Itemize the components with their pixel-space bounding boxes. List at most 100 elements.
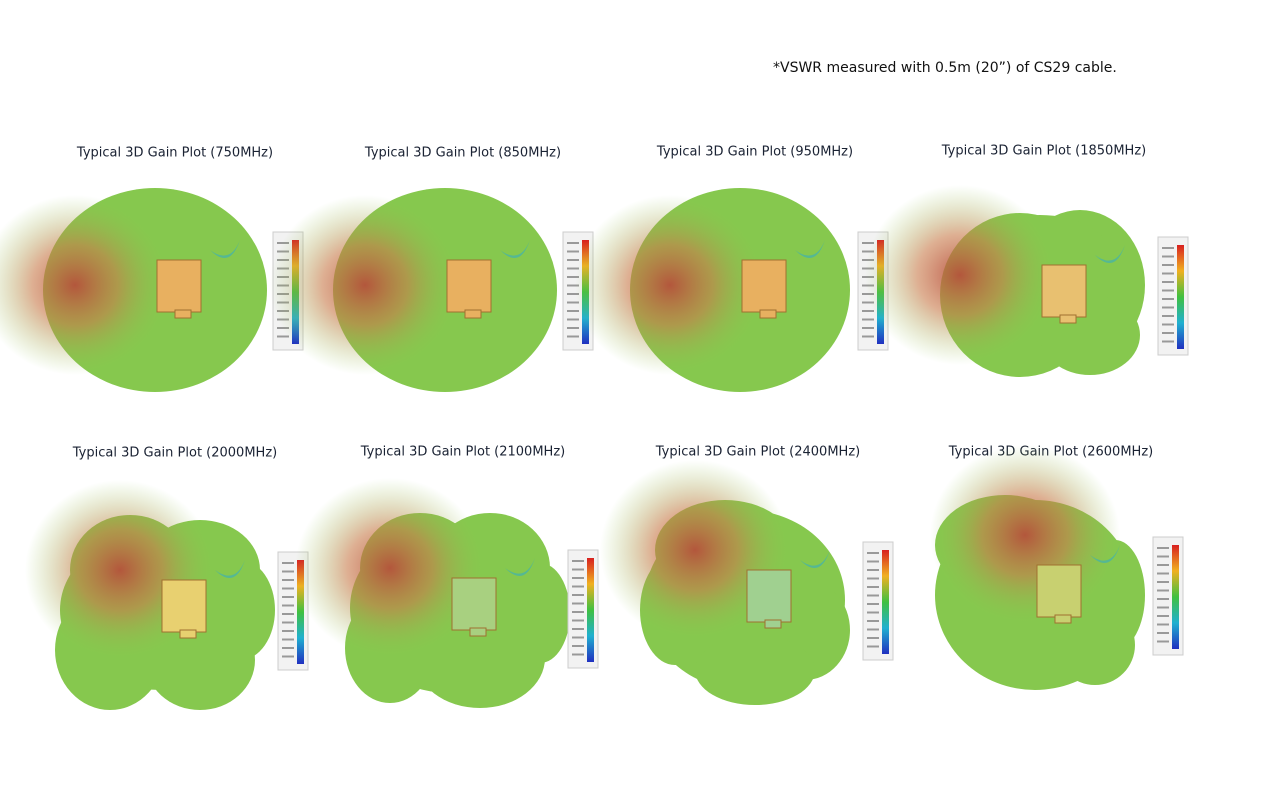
colorbar-label-mark: [867, 611, 879, 614]
colorbar-label-mark: [1162, 281, 1174, 283]
colorbar-label-mark: [572, 653, 584, 656]
null-region: [1090, 545, 1120, 563]
gain-plot: [575, 188, 889, 392]
colorbar-label-mark: [282, 613, 294, 615]
colorbar-label-mark: [282, 604, 294, 607]
colorbar-label-mark: [867, 594, 879, 597]
colorbar-label-mark: [282, 587, 294, 590]
antenna-mount: [1059, 314, 1077, 324]
colorbar-label-mark: [567, 310, 579, 312]
antenna: [1036, 564, 1082, 618]
colorbar-label-mark: [277, 335, 289, 338]
colorbar: [1172, 545, 1179, 649]
gain-hotspot: [295, 478, 485, 658]
null-region: [500, 240, 530, 258]
colorbar-label-mark: [282, 562, 294, 564]
colorbar-label-mark: [572, 602, 584, 605]
colorbar-label-mark: [862, 327, 874, 329]
colorbar-label-mark: [867, 586, 879, 588]
gain-plot: [0, 188, 304, 392]
colorbar-label-mark: [867, 560, 879, 563]
colorbar-label-mark: [862, 335, 874, 338]
colorbar-label-mark: [862, 301, 874, 304]
antenna-mount: [179, 629, 197, 639]
antenna-mount: [759, 309, 777, 319]
colorbar: [882, 550, 889, 654]
colorbar-label-mark: [567, 301, 579, 304]
colorbar-label-mark: [282, 579, 294, 581]
colorbar-label-mark: [1157, 555, 1169, 558]
colorbar-label-mark: [282, 630, 294, 632]
colorbar-label-mark: [1157, 547, 1169, 549]
colorbar-label-mark: [867, 645, 879, 648]
gain-surface: [510, 563, 570, 663]
colorbar-label-mark: [572, 560, 584, 562]
plot-title: Typical 3D Gain Plot (950MHz): [656, 145, 853, 160]
colorbar-label-mark: [867, 628, 879, 631]
note: *VSWR measured with 0.5m (20”) of CS29 c…: [773, 60, 1117, 76]
antenna-mount: [764, 619, 782, 629]
colorbar-label-mark: [1162, 323, 1174, 326]
colorbar-label-mark: [572, 636, 584, 639]
colorbar-label-mark: [282, 655, 294, 658]
antenna: [446, 259, 492, 313]
colorbar-label-mark: [567, 335, 579, 338]
colorbar-label-mark: [567, 276, 579, 278]
antenna: [451, 577, 497, 631]
colorbar-label-mark: [862, 242, 874, 244]
colorbar-label-mark: [282, 621, 294, 624]
colorbar-label-mark: [1162, 332, 1174, 334]
colorbar: [1177, 245, 1184, 349]
colorbar-label-mark: [1157, 598, 1169, 600]
antenna: [161, 579, 207, 633]
colorbar-label-mark: [567, 250, 579, 253]
gain-surface: [1055, 605, 1135, 685]
colorbar-label-mark: [1157, 606, 1169, 609]
plot-title: Typical 3D Gain Plot (1850MHz): [941, 144, 1146, 159]
gain-hotspot: [0, 195, 170, 375]
colorbar-label-mark: [1157, 589, 1169, 592]
colorbar-label-mark: [567, 259, 579, 261]
colorbar-label-mark: [282, 570, 294, 573]
colorbar-label-mark: [1162, 247, 1174, 249]
gain-hotspot: [865, 185, 1055, 365]
colorbar-label-mark: [572, 611, 584, 613]
colorbar-label-mark: [862, 310, 874, 312]
null-region: [215, 560, 245, 578]
colorbar-label-mark: [862, 318, 874, 321]
colorbar-label-mark: [867, 603, 879, 605]
gain-plot: [295, 478, 599, 708]
colorbar-label-mark: [862, 250, 874, 253]
colorbar-label-mark: [572, 568, 584, 571]
colorbar-label-mark: [567, 267, 579, 270]
colorbar-label-mark: [1162, 272, 1174, 275]
colorbar-label-mark: [572, 628, 584, 630]
colorbar: [587, 558, 594, 662]
gain-hotspot: [930, 445, 1120, 625]
colorbar-label-mark: [572, 585, 584, 588]
plot-title: Typical 3D Gain Plot (750MHz): [76, 146, 273, 161]
colorbar-label-mark: [867, 637, 879, 639]
colorbar-label-mark: [282, 647, 294, 649]
gain-plot: [25, 480, 309, 710]
null-region: [800, 550, 830, 568]
colorbar-label-mark: [1162, 315, 1174, 317]
colorbar-label-mark: [1157, 640, 1169, 643]
gain-hotspot: [600, 460, 790, 640]
antenna: [741, 259, 787, 313]
antenna: [1041, 264, 1087, 318]
null-region: [795, 240, 825, 258]
gain-plot: [270, 188, 594, 392]
colorbar-label-mark: [867, 577, 879, 580]
colorbar-label-mark: [1157, 581, 1169, 583]
colorbar-label-mark: [1162, 298, 1174, 300]
colorbar-label-mark: [567, 318, 579, 321]
antenna-mount: [469, 627, 487, 637]
gain-surface: [205, 560, 275, 660]
colorbar-label-mark: [567, 242, 579, 244]
colorbar-label-mark: [572, 577, 584, 579]
colorbar-label-mark: [1162, 264, 1174, 266]
colorbar-label-mark: [572, 645, 584, 647]
plot-title: Typical 3D Gain Plot (2400MHz): [655, 445, 860, 460]
gain-hotspot: [270, 195, 460, 375]
